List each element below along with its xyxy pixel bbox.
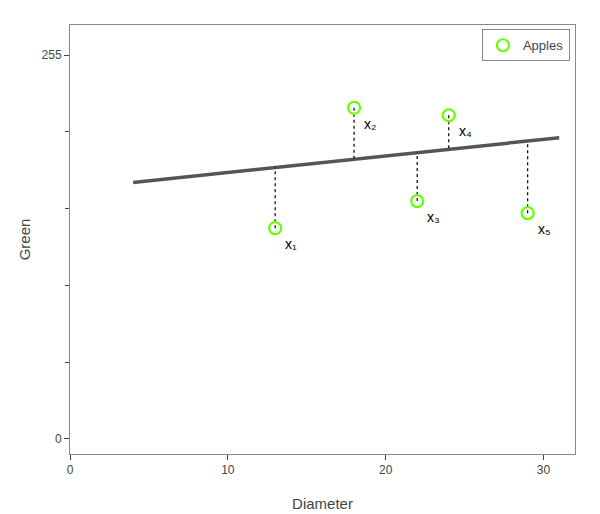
svg-text:30: 30	[537, 463, 551, 477]
svg-text:x₂: x₂	[364, 116, 376, 132]
svg-text:Green: Green	[16, 219, 33, 261]
svg-text:255: 255	[42, 48, 62, 62]
svg-text:Apples: Apples	[523, 38, 563, 53]
svg-text:20: 20	[379, 463, 393, 477]
svg-text:x₃: x₃	[427, 209, 440, 225]
svg-text:x₁: x₁	[285, 236, 297, 252]
svg-text:0: 0	[55, 432, 62, 446]
svg-text:10: 10	[221, 463, 235, 477]
svg-text:Diameter: Diameter	[292, 495, 353, 512]
svg-text:0: 0	[67, 463, 74, 477]
svg-text:x₅: x₅	[538, 221, 551, 237]
svg-text:x₄: x₄	[459, 123, 472, 139]
